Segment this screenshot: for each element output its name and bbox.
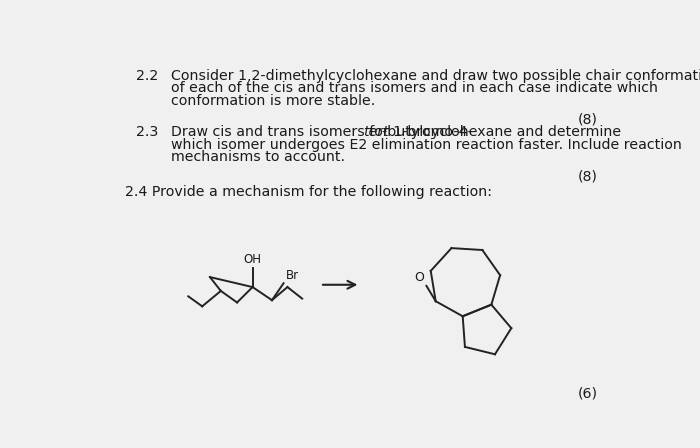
Text: (8): (8) <box>578 169 598 183</box>
Text: 2.3: 2.3 <box>136 125 158 139</box>
Text: Draw cis and trans isomers for 1-bromo-4-: Draw cis and trans isomers for 1-bromo-4… <box>172 125 473 139</box>
Text: -butylcyclohexane and determine: -butylcyclohexane and determine <box>382 125 622 139</box>
Text: mechanisms to account.: mechanisms to account. <box>172 150 345 164</box>
Text: conformation is more stable.: conformation is more stable. <box>172 94 375 108</box>
Text: Br: Br <box>286 269 299 282</box>
Text: which isomer undergoes E2 elimination reaction faster. Include reaction: which isomer undergoes E2 elimination re… <box>172 138 682 152</box>
Text: (6): (6) <box>578 386 598 401</box>
Text: 2.2: 2.2 <box>136 69 158 83</box>
Text: of each of the cis and trans isomers and in each case indicate which: of each of the cis and trans isomers and… <box>172 82 658 95</box>
Text: tert: tert <box>363 125 389 139</box>
Text: 2.4 Provide a mechanism for the following reaction:: 2.4 Provide a mechanism for the followin… <box>125 185 491 198</box>
Text: OH: OH <box>244 253 262 266</box>
Text: O: O <box>414 271 424 284</box>
Text: (8): (8) <box>578 112 598 126</box>
Text: Consider 1,2-dimethylcyclohexane and draw two possible chair conformations: Consider 1,2-dimethylcyclohexane and dra… <box>172 69 700 83</box>
